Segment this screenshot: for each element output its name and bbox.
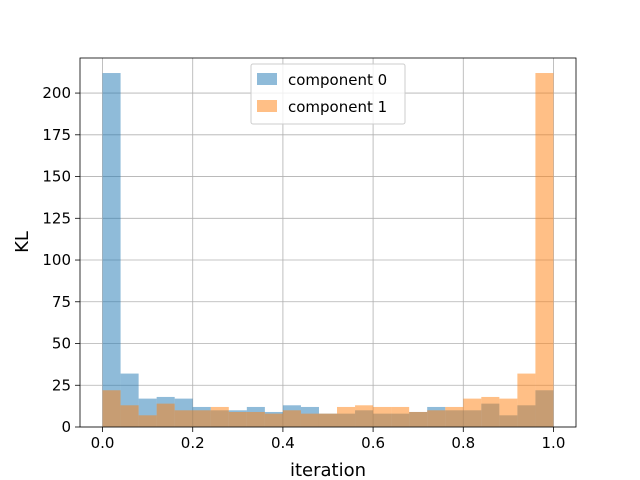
- series-component-0: [102, 73, 554, 427]
- y-tick-label: 150: [42, 168, 71, 186]
- bar-component-1: [246, 411, 265, 427]
- legend-swatch-component-1: [257, 100, 277, 112]
- bar-component-1: [120, 405, 139, 427]
- legend-frame: [250, 63, 406, 125]
- bar-component-1: [427, 410, 446, 427]
- x-axis-label: iteration: [290, 460, 366, 480]
- axes: [75, 57, 577, 432]
- legend: component 0 component 1: [250, 63, 406, 125]
- histogram-bars: [102, 73, 554, 427]
- legend-label-component-0: component 0: [288, 71, 387, 89]
- tick-labels: 0.0 0.2 0.4 0.6 0.8 1.0 0 25 50 75 100 125 150 175 200: [42, 84, 565, 452]
- bar-component-1: [210, 406, 229, 427]
- y-axis-label: KL: [12, 231, 33, 253]
- bar-component-1: [535, 73, 554, 427]
- y-tick-label: 125: [42, 209, 71, 227]
- bar-component-1: [192, 410, 211, 427]
- bar-component-1: [373, 406, 392, 427]
- legend-label-component-1: component 1: [288, 98, 387, 116]
- bar-component-1: [499, 398, 518, 427]
- x-tick-label: 0.0: [91, 434, 115, 452]
- x-tick-label: 0.2: [181, 434, 205, 452]
- bar-component-1: [102, 390, 121, 427]
- y-tick-label: 200: [42, 84, 71, 102]
- bar-component-1: [391, 406, 410, 427]
- y-tick-label: 25: [52, 376, 71, 394]
- y-tick-label: 100: [42, 251, 71, 269]
- y-tick-label: 175: [42, 126, 71, 144]
- bar-component-1: [318, 413, 338, 427]
- x-tick-label: 0.4: [271, 434, 295, 452]
- plot-frame: [79, 57, 577, 428]
- bar-component-1: [282, 410, 301, 427]
- x-tick-label: 0.6: [361, 434, 385, 452]
- bar-component-1: [174, 410, 193, 427]
- bar-component-1: [138, 415, 157, 427]
- legend-swatch-component-0: [257, 73, 277, 85]
- y-tick-label: 0: [61, 418, 71, 436]
- bar-component-1: [445, 406, 464, 427]
- bar-component-1: [409, 411, 428, 427]
- bar-component-1: [337, 406, 356, 427]
- bar-component-1: [156, 403, 175, 427]
- x-tick-label: 1.0: [542, 434, 566, 452]
- y-tick-label: 75: [52, 293, 71, 311]
- bar-component-1: [264, 413, 283, 427]
- bar-component-1: [463, 398, 482, 427]
- x-tick-label: 0.8: [451, 434, 475, 452]
- bar-component-1: [481, 396, 500, 427]
- series-component-1: [102, 73, 554, 427]
- bar-component-1: [355, 405, 374, 427]
- bar-component-0: [102, 73, 121, 427]
- bar-component-1: [517, 373, 536, 427]
- y-tick-label: 50: [52, 335, 71, 353]
- bar-component-1: [228, 411, 247, 427]
- bar-component-1: [300, 413, 319, 427]
